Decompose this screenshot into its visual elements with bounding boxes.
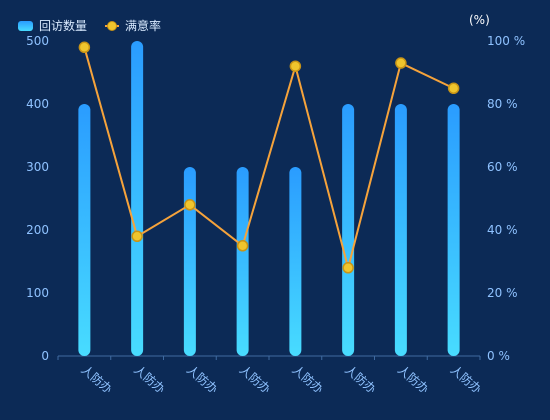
point-satisfaction[interactable]	[236, 240, 249, 252]
x-axis-category-label: 人防办	[448, 362, 485, 397]
left-axis-tick-label: 200	[26, 223, 49, 237]
left-axis-tick-label: 100	[26, 286, 49, 300]
x-axis-category-label: 人防办	[78, 362, 115, 397]
right-axis-unit: (%)	[469, 13, 490, 27]
line-swatch-icon	[105, 21, 120, 31]
point-satisfaction[interactable]	[447, 82, 460, 94]
legend-label-visits: 回访数量	[39, 19, 88, 33]
left-axis-tick-label: 300	[26, 160, 49, 174]
legend-item-satisfaction[interactable]: 满意率	[105, 17, 161, 34]
x-axis-category-label: 人防办	[342, 362, 379, 397]
right-axis-tick-label: 60 %	[487, 160, 518, 174]
x-axis-category-label: 人防办	[184, 362, 221, 397]
line-satisfaction	[83, 47, 455, 272]
bar-visits[interactable]	[131, 41, 144, 356]
left-axis-tick-label: 500	[26, 34, 49, 48]
x-axis-category-label: 人防办	[131, 362, 168, 397]
x-axis-category-label: 人防办	[289, 362, 326, 397]
left-axis-tick-label: 0	[41, 349, 49, 363]
right-axis-tick-label: 0 %	[487, 349, 510, 363]
bar-visits[interactable]	[236, 167, 249, 356]
right-axis-tick-label: 20 %	[487, 286, 518, 300]
point-satisfaction[interactable]	[78, 41, 91, 54]
bar-visits[interactable]	[289, 167, 302, 356]
bar-visits[interactable]	[394, 104, 407, 356]
x-axis-category-label: 人防办	[395, 362, 432, 397]
legend-label-satisfaction: 满意率	[125, 19, 162, 33]
bar-swatch-icon	[18, 20, 33, 31]
point-satisfaction[interactable]	[184, 199, 196, 211]
point-satisfaction[interactable]	[342, 262, 354, 274]
legend-item-visits[interactable]: 回访数量	[18, 17, 87, 34]
point-satisfaction[interactable]	[289, 60, 302, 72]
bar-visits[interactable]	[78, 104, 91, 356]
left-axis-tick-label: 400	[26, 97, 49, 111]
right-axis-tick-label: 80 %	[487, 97, 518, 111]
chart-legend: 回访数量 满意率	[18, 17, 161, 34]
right-axis-tick-label: 40 %	[487, 223, 518, 237]
bar-visits[interactable]	[447, 104, 460, 356]
point-satisfaction[interactable]	[131, 230, 143, 243]
x-axis-category-label: 人防办	[237, 362, 274, 397]
bar-visits[interactable]	[342, 104, 355, 356]
right-axis-tick-label: 100 %	[487, 34, 525, 48]
point-satisfaction[interactable]	[395, 57, 407, 69]
bar-visits[interactable]	[183, 167, 196, 356]
